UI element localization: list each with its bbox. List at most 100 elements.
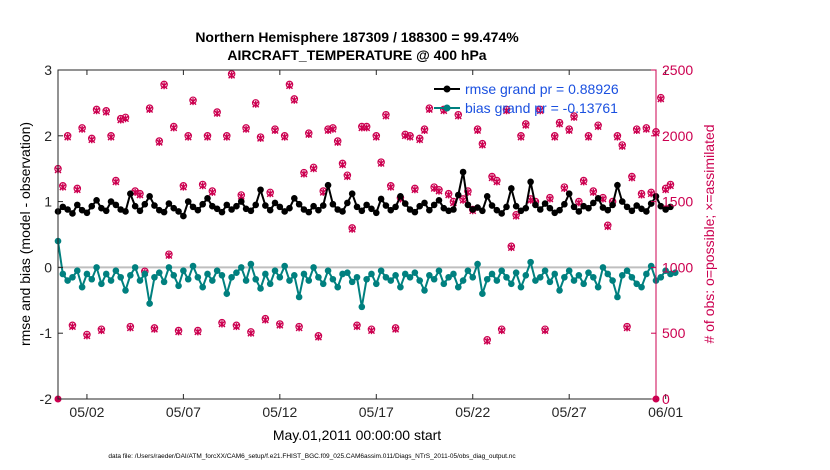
bias-point [127, 271, 134, 279]
assimilated-obs-point [213, 109, 221, 117]
assimilated-obs-point [170, 124, 178, 132]
rmse-point [643, 208, 650, 215]
assimilated-obs-point [401, 132, 409, 140]
assimilated-obs-point [223, 133, 231, 141]
bias-point [440, 280, 448, 288]
bias-point [464, 267, 472, 274]
assimilated-obs-point [314, 333, 322, 341]
rmse-point [416, 202, 423, 210]
rmse-point [561, 200, 568, 208]
bias-point [561, 273, 568, 281]
assimilated-obs-point [411, 186, 419, 194]
bias-point [662, 267, 669, 274]
assimilated-obs-point [199, 182, 207, 190]
rmse-point [64, 206, 71, 213]
assimilated-obs-point [507, 244, 515, 252]
bias-point [59, 270, 67, 278]
legend-bias-marker [443, 104, 451, 112]
assimilated-obs-point [474, 127, 482, 135]
assimilated-obs-point [73, 186, 81, 194]
bias-point [411, 269, 419, 276]
assimilated-obs-point [310, 165, 318, 173]
assimilated-obs-point [421, 127, 429, 135]
assimilated-obs-point [252, 100, 260, 108]
bias-point [281, 262, 288, 270]
bias-point [628, 273, 636, 281]
assimilated-obs-point [218, 320, 226, 328]
rmse-point [435, 196, 443, 204]
assimilated-obs-point [334, 138, 342, 146]
bias-point [141, 270, 149, 278]
rmse-point [527, 178, 534, 186]
bias-point [397, 283, 404, 291]
bias-point [286, 277, 293, 284]
left-axis-ticks: -2 -1 0 1 2 3 [40, 62, 63, 407]
bias-point [556, 287, 563, 294]
rmse-point [257, 186, 264, 194]
bias-point [334, 283, 342, 291]
assimilated-obs-point [570, 113, 578, 121]
rmse-point [372, 209, 380, 217]
assimilated-obs-point [189, 98, 197, 106]
bias-point [300, 270, 308, 278]
bias-point [117, 273, 124, 281]
rmse-point [112, 201, 120, 209]
legend: rmse grand pr = 0.88926 bias grand pr = … [434, 81, 619, 116]
assimilated-obs-point [266, 190, 274, 198]
rmse-point [570, 203, 578, 211]
rmse-point [503, 203, 510, 211]
bias-point [324, 267, 332, 274]
bias-point [517, 283, 525, 291]
assimilated-obs-point [536, 107, 544, 115]
assimilated-obs-point [208, 188, 216, 196]
bias-point [570, 277, 578, 284]
bias-point [146, 300, 153, 307]
bias-point [580, 280, 587, 288]
bias-point [266, 280, 274, 288]
rmse-point [339, 208, 346, 215]
assimilated-obs-point [512, 212, 520, 220]
bias-point [488, 270, 496, 278]
rmse-point [88, 202, 96, 210]
assimilated-obs-point [546, 195, 554, 203]
right-tick-label: 500 [662, 325, 686, 341]
left-axis-label: rmse and bias (model - observation) [17, 122, 33, 346]
assimilated-obs-point [483, 337, 491, 345]
right-tick-label: 1000 [662, 259, 693, 275]
bias-point [276, 273, 284, 281]
rmse-point [363, 201, 370, 209]
assimilated-obs-point [305, 130, 313, 138]
assimilated-obs-point [102, 108, 110, 116]
assimilated-obs-point [541, 327, 549, 335]
assimilated-obs-point [122, 115, 130, 123]
x-tick-label: 05/02 [69, 404, 104, 420]
bias-point [604, 270, 612, 278]
rmse-point [98, 204, 105, 212]
rmse-point [136, 207, 144, 215]
bias-point [392, 271, 399, 279]
bias-point [252, 275, 260, 283]
rmse-point [344, 199, 351, 207]
assimilated-obs-point [88, 136, 96, 144]
rmse-point [266, 206, 274, 214]
x-tick-label: 05/12 [262, 404, 297, 420]
bias-point [344, 269, 351, 276]
plot-background [58, 70, 656, 399]
bias-point [131, 264, 139, 271]
assimilated-obs-point [155, 138, 163, 146]
chart-title-line2: AIRCRAFT_TEMPERATURE @ 400 hPa [227, 47, 486, 63]
rmse-point [464, 201, 472, 209]
assimilated-obs-point [584, 133, 592, 141]
rmse-point [551, 209, 559, 217]
data-file-footer: data file: /Users/raeder/DAI/ATM_forcXX/… [108, 453, 516, 460]
assimilated-obs-point [232, 323, 240, 331]
left-tick-label: 3 [44, 62, 52, 78]
legend-bias-label: bias grand pr = -0.13761 [465, 100, 618, 116]
assimilated-obs-point [435, 187, 443, 195]
bias-point [348, 278, 356, 286]
assimilated-obs-point [623, 324, 631, 332]
rmse-point [131, 202, 139, 210]
rmse-point [512, 202, 520, 210]
bias-point [151, 273, 158, 281]
